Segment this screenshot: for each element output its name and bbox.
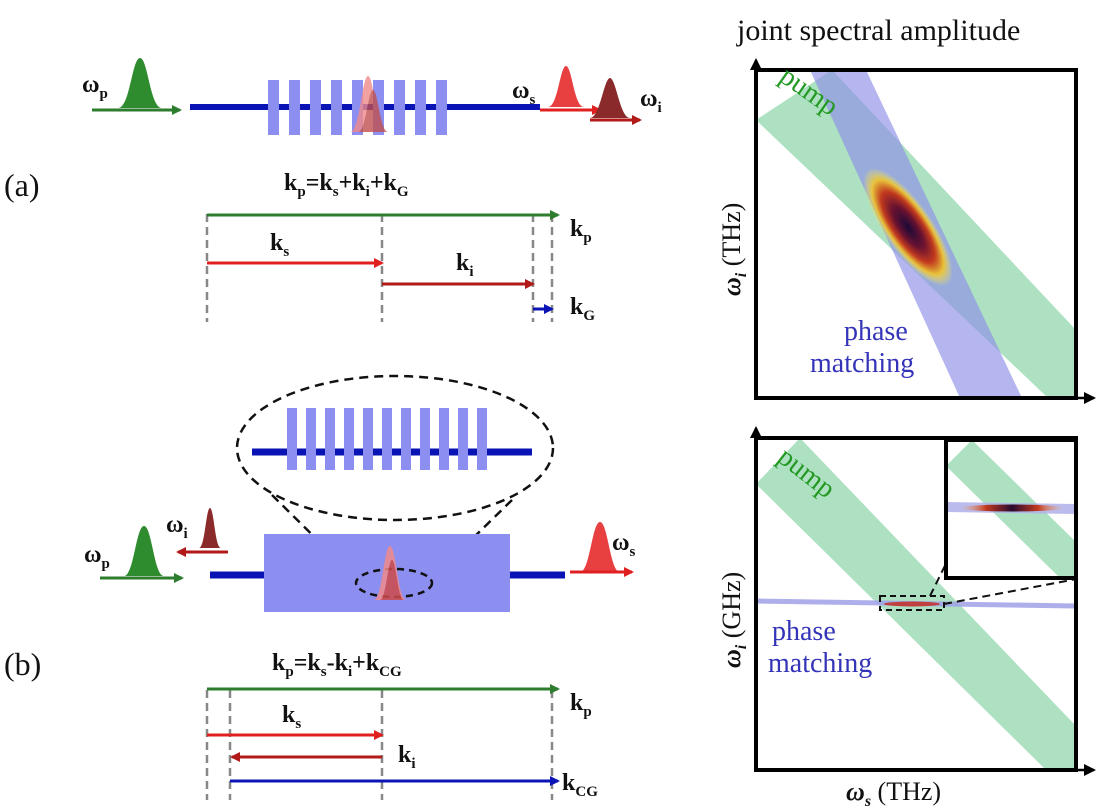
jsa-ellipse-top — [863, 168, 953, 286]
photon-pair-a — [350, 76, 388, 132]
omega-s-label-b: ωs — [612, 530, 636, 560]
idler-pulse-a: ωi — [590, 78, 662, 125]
pump-pulse-b: ωp — [84, 526, 184, 583]
jsa-bottom-plot: pump phase matching ωi (GHz) ωs (THz) — [717, 426, 1096, 810]
jsa-title: joint spectral amplitude — [736, 14, 1020, 47]
kcg-label-b: kCG — [562, 770, 598, 800]
matching-label-top: matching — [810, 348, 914, 379]
matching-label-bottom: matching — [768, 648, 872, 679]
omega-p-label-b: ωp — [84, 542, 110, 572]
jsa-strip-bottom — [884, 601, 940, 607]
panel-b: ωp ωi ωs (b) kp=ks-ki+kCG kp ks ki kCG — [4, 374, 636, 800]
momentum-equation-b: kp=ks-ki+kCG — [272, 650, 402, 680]
kp-label-a: kp — [570, 216, 592, 246]
ks-label-a: ks — [270, 230, 289, 260]
jsa-top-ylabel: ωi (THz) — [717, 203, 750, 296]
guide-lines-b — [205, 690, 554, 800]
omega-p-label-a: ωp — [82, 72, 108, 102]
phase-label-top: phase — [844, 316, 908, 347]
momentum-equation-a: kp=ks+ki+kG — [284, 170, 409, 200]
panel-a: ωp ωs ωi (a) kp=ks+ki — [4, 58, 662, 324]
signal-pulse-b: ωs — [570, 522, 636, 577]
omega-s-label-a: ωs — [512, 78, 536, 108]
omega-i-label-b: ωi — [166, 512, 188, 542]
panel-label-b: (b) — [4, 646, 41, 682]
ki-label-b: ki — [398, 742, 416, 772]
kp-label-b: kp — [570, 690, 592, 720]
ki-label-a: ki — [456, 250, 474, 280]
guide-lines-a — [205, 214, 554, 322]
panel-label-a: (a) — [4, 167, 40, 203]
omega-i-label-a: ωi — [640, 86, 662, 116]
pump-pulse-a: ωp — [82, 58, 182, 115]
photon-pair-b — [374, 546, 406, 600]
kg-label-a: kG — [570, 294, 595, 324]
ks-label-b: ks — [282, 702, 301, 732]
signal-pulse-a: ωs — [512, 66, 602, 115]
jsa-bottom-ylabel: ωi (GHz) — [717, 572, 750, 668]
jsa-inset — [944, 438, 1078, 580]
jsa-bottom-xlabel: ωs (THz) — [846, 777, 941, 810]
phase-label-bottom: phase — [772, 616, 836, 647]
idler-pulse-b: ωi — [166, 508, 228, 557]
jsa-top-plot: joint spectral amplitude pump phase matc… — [717, 14, 1096, 404]
